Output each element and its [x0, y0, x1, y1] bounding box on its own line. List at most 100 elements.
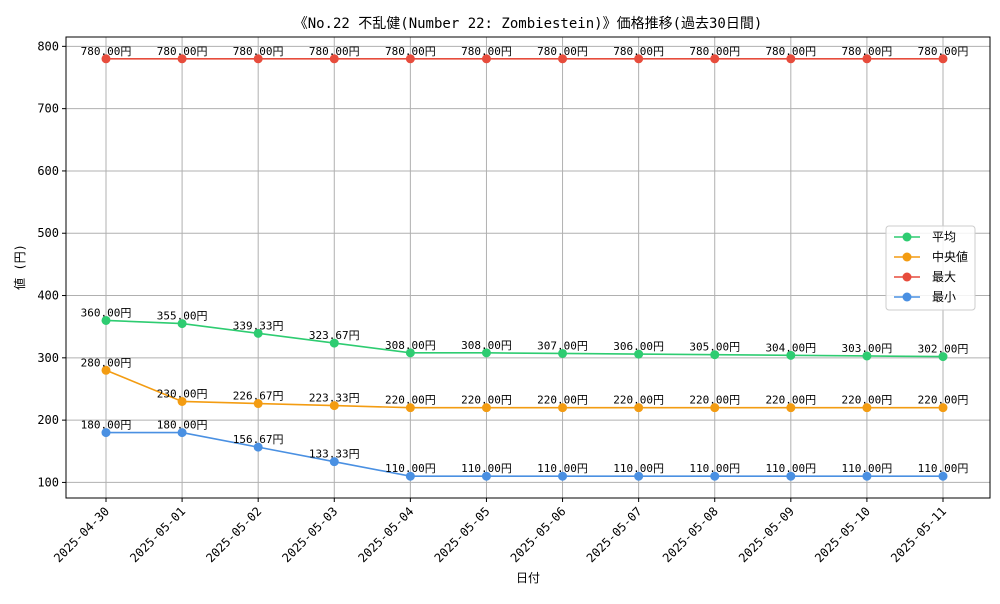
data-point — [177, 54, 187, 64]
data-label: 308.00円 — [461, 339, 512, 352]
data-point — [710, 350, 720, 360]
data-point — [101, 54, 111, 64]
data-label: 223.33円 — [309, 392, 360, 405]
data-label: 323.67円 — [309, 329, 360, 342]
data-label: 780.00円 — [157, 45, 208, 58]
legend-entry: 平均 — [932, 230, 956, 244]
data-point — [634, 54, 644, 64]
data-label: 220.00円 — [842, 394, 893, 407]
data-point — [329, 401, 339, 411]
grid-layer — [66, 37, 990, 498]
data-point — [481, 54, 491, 64]
data-label: 306.00円 — [613, 340, 664, 353]
data-point — [862, 351, 872, 361]
data-point — [558, 471, 568, 481]
data-label: 780.00円 — [537, 45, 588, 58]
data-label: 355.00円 — [157, 310, 208, 323]
y-tick-label: 500 — [37, 226, 59, 240]
series-line — [106, 431, 943, 477]
data-point — [253, 54, 263, 64]
data-label: 360.00円 — [81, 306, 132, 319]
legend-swatch-marker — [902, 292, 912, 302]
data-label: 308.00円 — [385, 339, 436, 352]
data-point — [177, 319, 187, 329]
data-point — [101, 315, 111, 325]
data-label: 780.00円 — [233, 45, 284, 58]
data-label: 780.00円 — [842, 45, 893, 58]
data-label: 110.00円 — [842, 462, 893, 475]
data-point — [786, 350, 796, 360]
data-point — [253, 328, 263, 338]
legend-swatch-marker — [902, 252, 912, 262]
data-label: 339.33円 — [233, 319, 284, 332]
y-tick-label: 100 — [37, 475, 59, 489]
data-label: 304.00円 — [765, 341, 816, 354]
data-label: 220.00円 — [461, 394, 512, 407]
data-label: 280.00円 — [81, 356, 132, 369]
data-point — [710, 54, 720, 64]
data-label: 110.00円 — [613, 462, 664, 475]
data-point — [481, 471, 491, 481]
data-point — [405, 54, 415, 64]
chart-title: 《No.22 不乱健(Number 22: Zombiestein)》価格推移(… — [294, 16, 763, 32]
data-point — [101, 365, 111, 375]
legend-swatch-marker — [902, 232, 912, 242]
data-point — [786, 54, 796, 64]
data-point — [558, 348, 568, 358]
data-point — [938, 403, 948, 413]
data-label: 780.00円 — [81, 45, 132, 58]
data-label: 220.00円 — [689, 394, 740, 407]
y-tick-label: 600 — [37, 164, 59, 178]
data-label: 220.00円 — [613, 394, 664, 407]
series-line — [105, 369, 943, 409]
data-label: 302.00円 — [918, 343, 969, 356]
data-label: 226.67円 — [233, 390, 284, 403]
legend-entry: 最大 — [932, 270, 956, 284]
data-label: 110.00円 — [385, 462, 436, 475]
data-point — [481, 348, 491, 358]
data-point — [253, 399, 263, 409]
legend-swatch-marker — [902, 272, 912, 282]
data-point — [862, 403, 872, 413]
data-label: 780.00円 — [385, 45, 436, 58]
data-label: 780.00円 — [461, 45, 512, 58]
plot-frame — [65, 36, 991, 499]
data-label: 220.00円 — [385, 394, 436, 407]
legend-entry: 中央値 — [932, 249, 968, 264]
data-label: 780.00円 — [309, 45, 360, 58]
data-point — [101, 428, 111, 438]
data-label: 780.00円 — [918, 45, 969, 58]
legend-box — [885, 225, 976, 311]
series-layer — [101, 54, 948, 481]
data-label: 307.00円 — [537, 339, 588, 352]
data-label: 220.00円 — [765, 394, 816, 407]
data-label: 780.00円 — [613, 45, 664, 58]
y-tick-label: 700 — [37, 102, 59, 116]
data-label: 180.00円 — [81, 419, 132, 432]
y-tick-label: 200 — [37, 413, 59, 427]
data-label: 230.00円 — [157, 387, 208, 400]
data-point — [481, 403, 491, 413]
data-label: 303.00円 — [842, 342, 893, 355]
x-axis-label: 日付 — [516, 571, 540, 585]
data-label: 110.00円 — [537, 462, 588, 475]
data-point — [938, 352, 948, 362]
data-point — [938, 54, 948, 64]
data-label: 110.00円 — [689, 462, 740, 475]
data-point — [710, 403, 720, 413]
data-point — [786, 403, 796, 413]
y-tick-label: 800 — [37, 39, 59, 53]
series-line — [105, 319, 944, 358]
data-label: 220.00円 — [918, 394, 969, 407]
data-label: 305.00円 — [689, 341, 740, 354]
data-point — [558, 54, 568, 64]
data-label: 180.00円 — [157, 419, 208, 432]
data-point — [938, 471, 948, 481]
data-point — [862, 471, 872, 481]
data-point — [177, 396, 187, 406]
data-point — [329, 54, 339, 64]
data-label: 780.00円 — [689, 45, 740, 58]
data-label: 110.00円 — [765, 462, 816, 475]
